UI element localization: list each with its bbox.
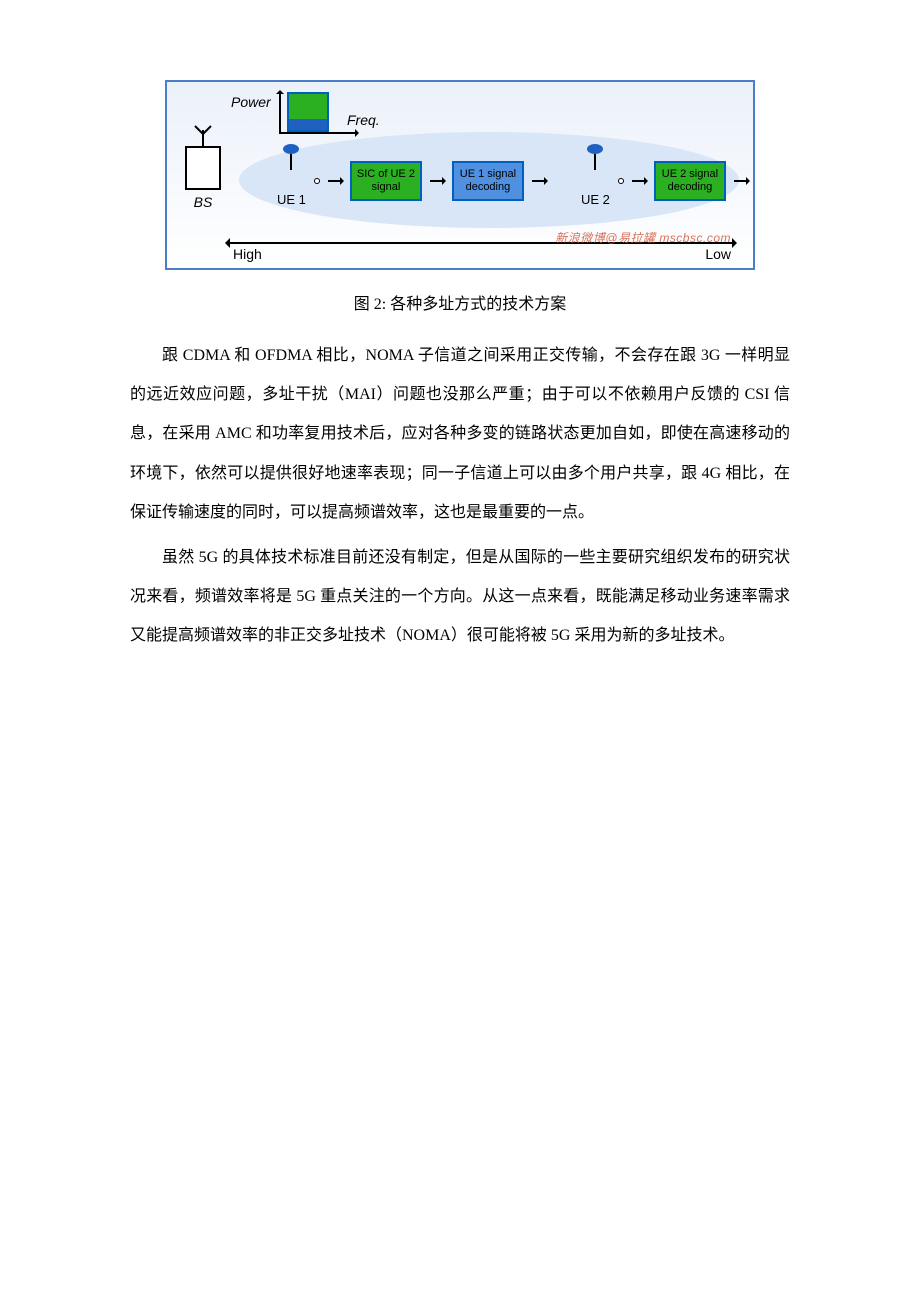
power-bar-ue2 [289, 94, 327, 119]
power-bar-ue1 [289, 119, 327, 130]
ue1-chain: UE 1 SIC of UE 2 signal UE 1 signal deco… [277, 154, 546, 207]
bs-box-icon [185, 146, 221, 190]
ue2-node-icon [618, 178, 624, 184]
figure-caption: 图 2: 各种多址方式的技术方案 [130, 290, 790, 314]
noma-diagram: Power Freq. BS UE 1 SIC of UE 2 signal U… [165, 80, 755, 270]
snr-low-label: Low [705, 246, 731, 262]
power-axis-label: Power [231, 94, 271, 110]
ue1-device: UE 1 [277, 154, 306, 207]
power-axis [279, 92, 281, 134]
ue2-decode-block: UE 2 signal decoding [654, 161, 726, 201]
ue1-decode-block: UE 1 signal decoding [452, 161, 524, 201]
ue1-label: UE 1 [277, 192, 306, 207]
body-paragraph-1: 跟 CDMA 和 OFDMA 相比，NOMA 子信道之间采用正交传输，不会存在跟… [130, 336, 790, 532]
arrow-icon [430, 180, 444, 182]
arrow-icon [632, 180, 646, 182]
ue2-antenna-icon [594, 154, 596, 170]
ue1-node-icon [314, 178, 320, 184]
watermark-text: 新浪微博@易拉罐 mscbsc.com [555, 229, 731, 246]
ue1-antenna-icon [290, 154, 292, 170]
ue2-device: UE 2 [581, 154, 610, 207]
freq-axis-label: Freq. [347, 112, 380, 128]
ue2-chain: UE 2 UE 2 signal decoding [581, 154, 748, 207]
ue1-sic-block: SIC of UE 2 signal [350, 161, 422, 201]
power-freq-bar [287, 92, 329, 132]
arrow-icon [532, 180, 546, 182]
base-station: BS [185, 124, 221, 210]
snr-high-label: High [233, 246, 262, 262]
arrow-icon [734, 180, 748, 182]
ue2-label: UE 2 [581, 192, 610, 207]
antenna-icon [192, 124, 214, 148]
freq-axis [279, 132, 357, 134]
body-paragraph-2: 虽然 5G 的具体技术标准目前还没有制定，但是从国际的一些主要研究组织发布的研究… [130, 538, 790, 656]
arrow-icon [328, 180, 342, 182]
bs-label: BS [185, 194, 221, 210]
